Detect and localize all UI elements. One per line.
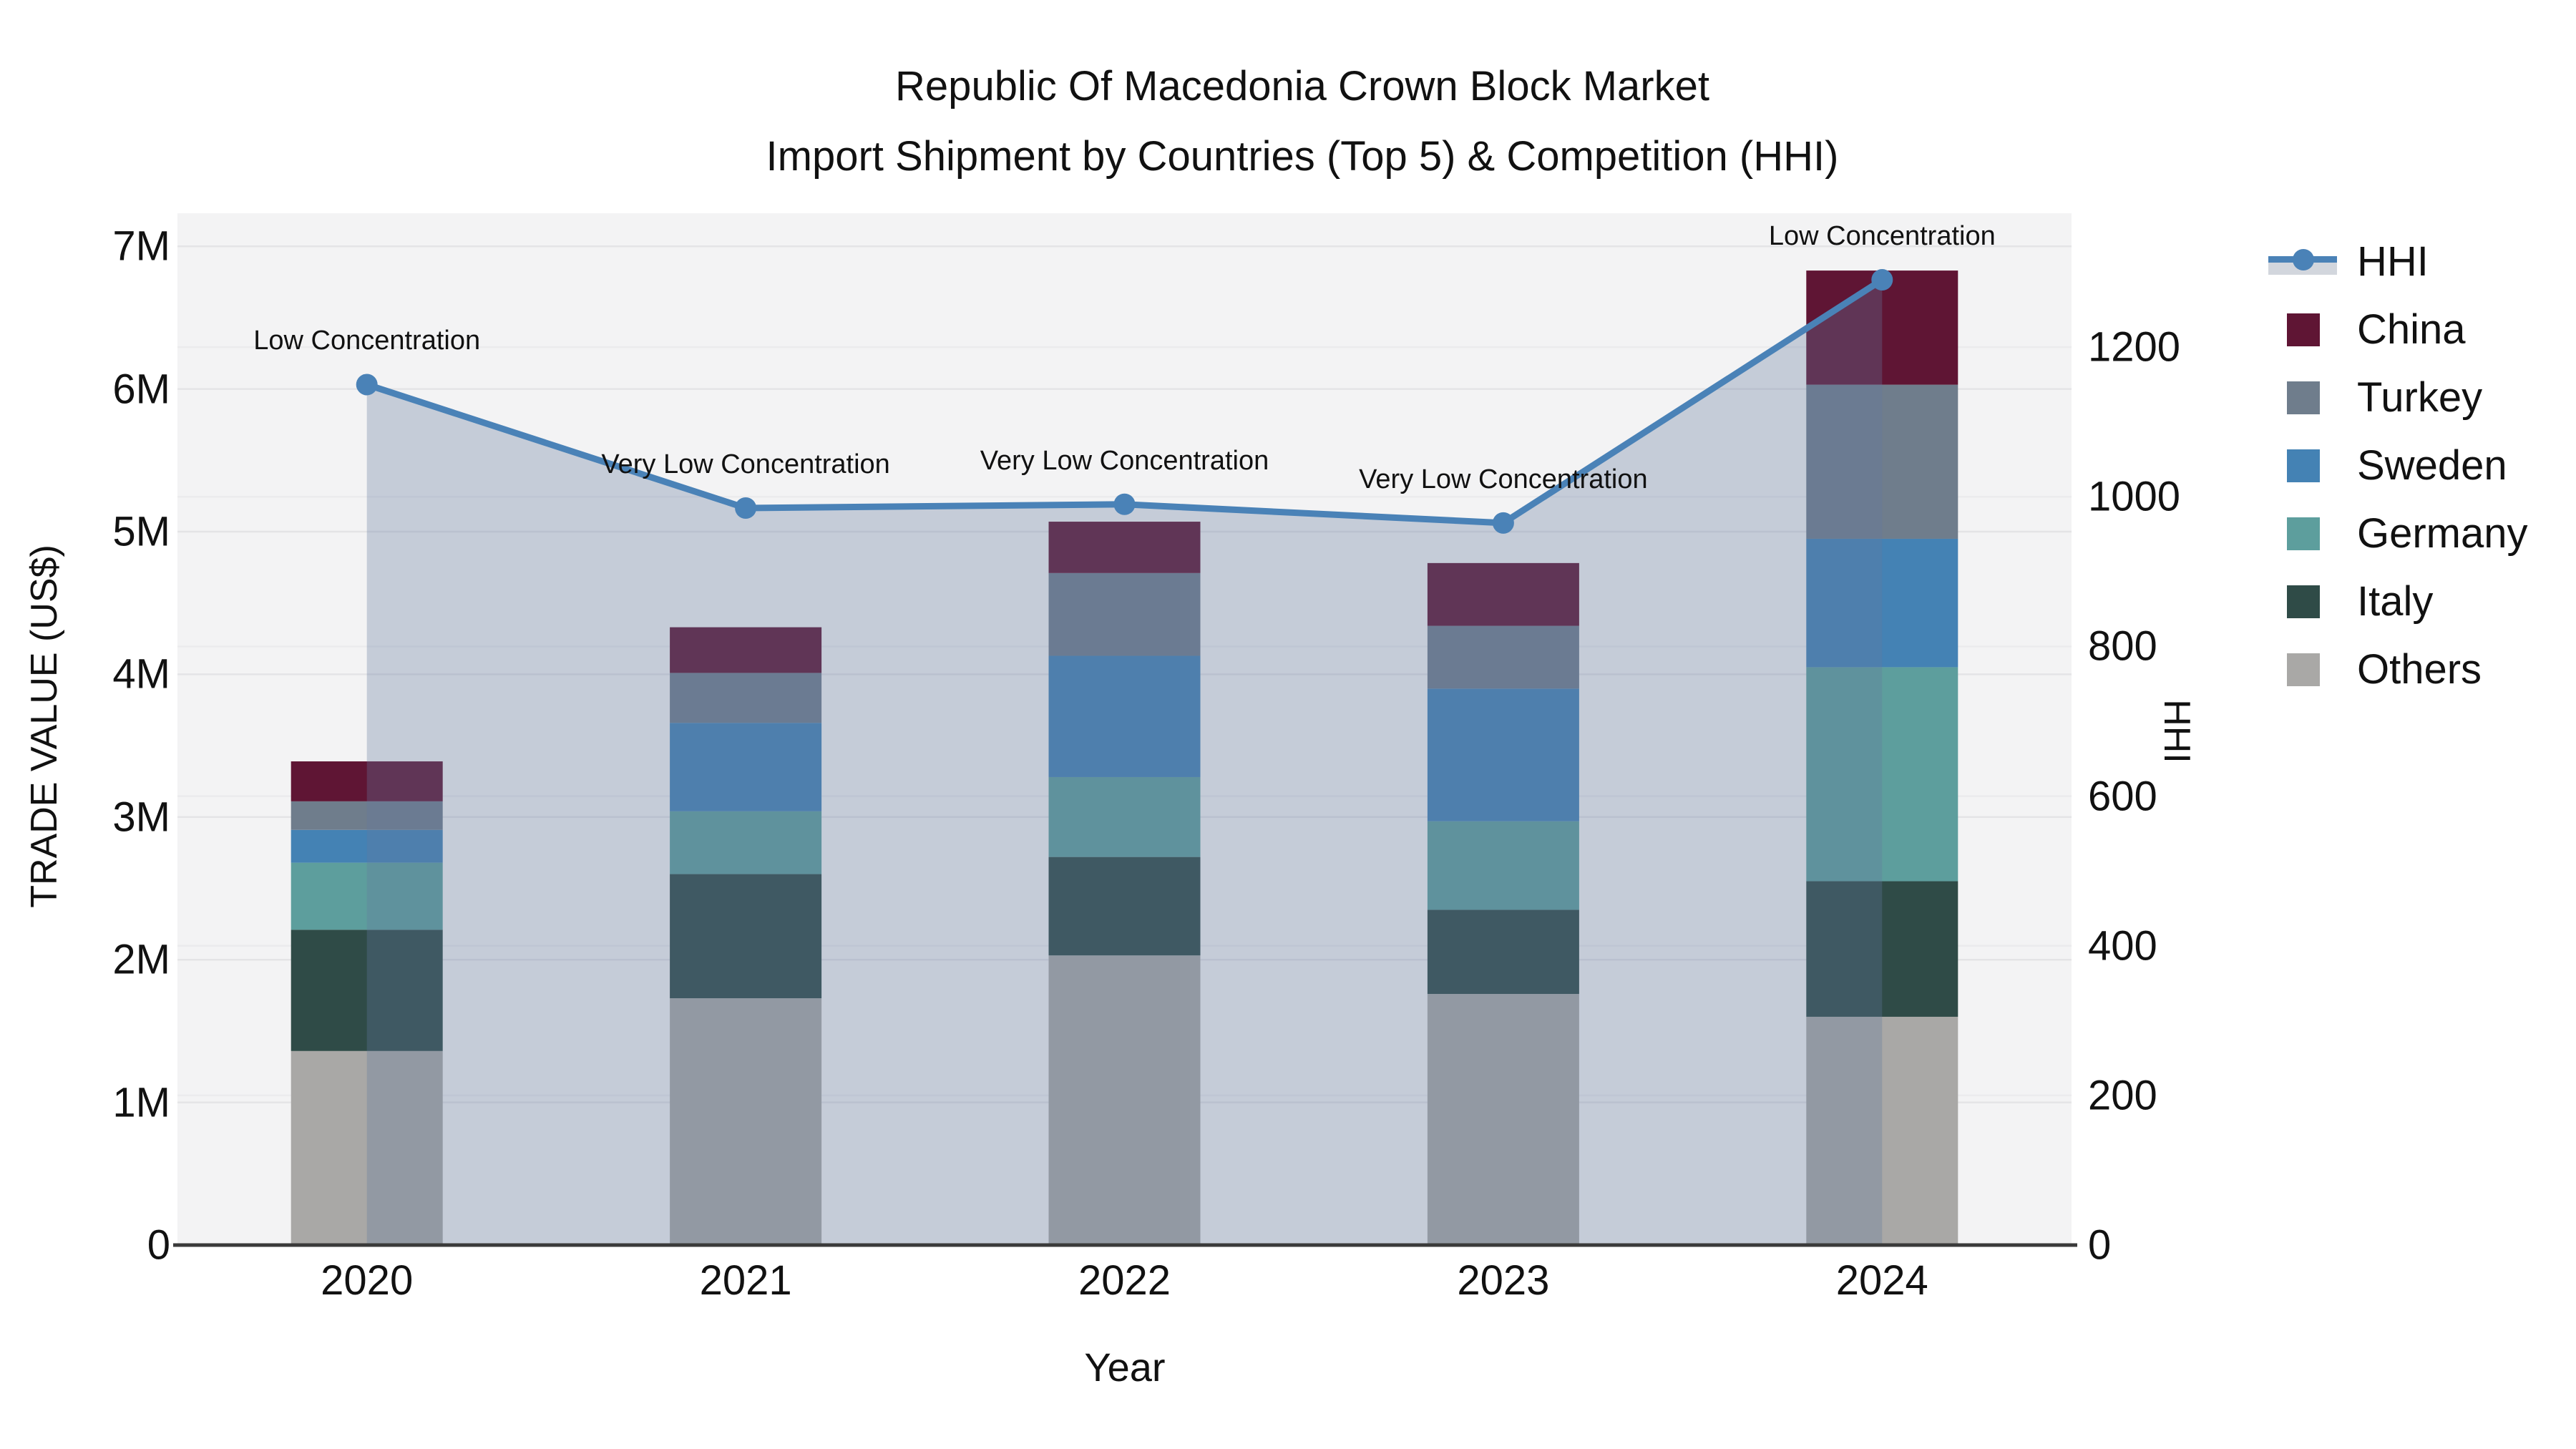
bar-2024-sweden[interactable]	[1806, 538, 1958, 668]
bar-2021-italy[interactable]	[670, 874, 822, 999]
bar-2020-germany[interactable]	[291, 862, 443, 930]
x-tick-2023: 2023	[1457, 1257, 1550, 1304]
legend-item-sweden[interactable]: Sweden	[2268, 431, 2528, 499]
bar-2024-germany[interactable]	[1806, 667, 1958, 882]
swatch-sweden	[2287, 449, 2320, 482]
hhi-swatch	[2268, 246, 2337, 278]
legend-label-sweden: Sweden	[2357, 442, 2507, 489]
x-tick-2024: 2024	[1835, 1257, 1928, 1304]
bar-2023-others[interactable]	[1427, 994, 1579, 1245]
legend-square-icon	[2268, 449, 2348, 482]
bar-2022-germany[interactable]	[1048, 776, 1201, 857]
left-tick-0: 0	[147, 1221, 170, 1269]
legend-item-germany[interactable]: Germany	[2268, 499, 2528, 567]
bar-2021-germany[interactable]	[670, 811, 822, 874]
hhi-marker-2024[interactable]	[1871, 269, 1893, 291]
bar-2023-sweden[interactable]	[1427, 688, 1579, 821]
legend-label-hhi: HHI	[2357, 238, 2429, 285]
right-tick-600: 600	[2088, 773, 2157, 820]
hhi-marker-icon	[2293, 248, 2314, 270]
bar-2024-turkey[interactable]	[1806, 384, 1958, 539]
bar-2022-turkey[interactable]	[1048, 572, 1201, 656]
swatch-china	[2287, 313, 2320, 346]
annotation-2020: Low Concentration	[253, 326, 481, 356]
bar-2020-turkey[interactable]	[291, 801, 443, 830]
legend-label-turkey: Turkey	[2357, 374, 2483, 421]
swatch-italy	[2287, 585, 2320, 618]
bar-2024-others[interactable]	[1806, 1016, 1958, 1245]
x-tick-2022: 2022	[1078, 1257, 1171, 1304]
swatch-germany	[2287, 517, 2320, 550]
right-tick-1000: 1000	[2088, 473, 2181, 520]
hhi-line-swatch-icon	[2268, 246, 2348, 278]
chart-title-line1: Republic Of Macedonia Crown Block Market	[895, 63, 1709, 109]
legend-label-germany: Germany	[2357, 510, 2528, 557]
legend-item-hhi[interactable]: HHI	[2268, 228, 2528, 296]
right-tick-800: 800	[2088, 623, 2157, 670]
bar-2021-others[interactable]	[670, 998, 822, 1245]
left-tick-4M: 4M	[112, 650, 170, 698]
legend-square-icon	[2268, 653, 2348, 686]
bar-2022-sweden[interactable]	[1048, 655, 1201, 777]
legend-item-others[interactable]: Others	[2268, 635, 2528, 703]
bar-2021-china[interactable]	[670, 627, 822, 673]
annotation-2022: Very Low Concentration	[980, 445, 1269, 476]
right-tick-0: 0	[2088, 1221, 2112, 1269]
hhi-marker-2021[interactable]	[735, 497, 757, 519]
legend: HHI China Turkey Sweden Germany Italy Others	[2268, 228, 2528, 703]
bar-2021-turkey[interactable]	[670, 673, 822, 723]
hhi-area	[366, 280, 1883, 1245]
legend-item-china[interactable]: China	[2268, 296, 2528, 364]
bar-2023-china[interactable]	[1427, 562, 1579, 626]
bar-2021-sweden[interactable]	[670, 723, 822, 811]
swatch-turkey	[2287, 381, 2320, 414]
bar-2024-italy[interactable]	[1806, 881, 1958, 1017]
legend-label-italy: Italy	[2357, 578, 2434, 625]
legend-item-italy[interactable]: Italy	[2268, 567, 2528, 635]
bar-2020-italy[interactable]	[291, 930, 443, 1051]
bar-2023-turkey[interactable]	[1427, 625, 1579, 689]
legend-square-icon	[2268, 517, 2348, 550]
chart-title-line2: Import Shipment by Countries (Top 5) & C…	[766, 133, 1839, 180]
x-tick-2020: 2020	[321, 1257, 414, 1304]
swatch-others	[2287, 653, 2320, 686]
left-axis-title: TRADE VALUE (US$)	[24, 545, 65, 908]
bar-2020-china[interactable]	[291, 761, 443, 801]
bar-2020-others[interactable]	[291, 1050, 443, 1245]
right-axis-title: HHI	[2156, 699, 2197, 763]
bar-2022-others[interactable]	[1048, 955, 1201, 1245]
bar-2022-italy[interactable]	[1048, 857, 1201, 956]
annotation-2024: Low Concentration	[1768, 221, 1996, 252]
legend-label-others: Others	[2357, 646, 2482, 693]
legend-item-turkey[interactable]: Turkey	[2268, 364, 2528, 431]
legend-square-icon	[2268, 585, 2348, 618]
x-axis-title: Year	[1084, 1345, 1166, 1390]
bar-2023-italy[interactable]	[1427, 909, 1579, 995]
annotation-2023: Very Low Concentration	[1359, 464, 1648, 494]
hhi-marker-2022[interactable]	[1113, 493, 1136, 515]
annotation-2021: Very Low Concentration	[601, 449, 890, 479]
legend-label-china: China	[2357, 306, 2466, 353]
legend-square-icon	[2268, 313, 2348, 346]
left-tick-1M: 1M	[112, 1079, 170, 1126]
right-tick-400: 400	[2088, 922, 2157, 970]
left-tick-3M: 3M	[112, 794, 170, 841]
x-tick-2021: 2021	[699, 1257, 792, 1304]
chart-title: Republic Of Macedonia Crown Block Market…	[766, 52, 1839, 192]
left-tick-2M: 2M	[112, 936, 170, 983]
bar-2022-china[interactable]	[1048, 522, 1201, 573]
hhi-marker-2020[interactable]	[356, 374, 378, 396]
left-tick-5M: 5M	[112, 508, 170, 555]
left-tick-6M: 6M	[112, 366, 170, 413]
bar-2023-germany[interactable]	[1427, 821, 1579, 910]
legend-square-icon	[2268, 381, 2348, 414]
left-tick-7M: 7M	[112, 223, 170, 270]
right-tick-200: 200	[2088, 1072, 2157, 1119]
hhi-marker-2023[interactable]	[1492, 512, 1514, 534]
bar-2020-sweden[interactable]	[291, 829, 443, 863]
right-tick-1200: 1200	[2088, 323, 2181, 371]
